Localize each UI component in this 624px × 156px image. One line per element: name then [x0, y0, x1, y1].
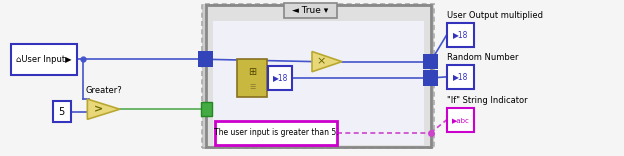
- Bar: [423, 70, 438, 86]
- Text: "If" String Indicator: "If" String Indicator: [447, 95, 527, 105]
- Bar: [206, 5, 431, 147]
- Polygon shape: [87, 99, 120, 119]
- Bar: [447, 23, 474, 47]
- Bar: [284, 3, 337, 18]
- Bar: [198, 51, 213, 67]
- Text: ▶18: ▶18: [453, 30, 468, 39]
- Bar: [202, 4, 434, 148]
- Text: >: >: [94, 104, 104, 114]
- Text: ☰: ☰: [249, 84, 255, 90]
- Text: ×: ×: [316, 57, 326, 67]
- Bar: [53, 101, 71, 122]
- Bar: [201, 102, 212, 116]
- Text: ▶abc: ▶abc: [452, 117, 469, 123]
- Text: ▶18: ▶18: [273, 73, 288, 83]
- Text: ⊞: ⊞: [248, 67, 256, 77]
- Text: Random Number: Random Number: [447, 53, 519, 62]
- Text: User Output multiplied: User Output multiplied: [447, 10, 543, 20]
- Bar: [237, 59, 267, 97]
- Bar: [11, 44, 77, 75]
- Bar: [423, 54, 438, 69]
- Bar: [268, 66, 292, 90]
- Bar: [447, 108, 474, 132]
- Bar: [213, 21, 424, 145]
- Polygon shape: [312, 51, 342, 72]
- Bar: [447, 65, 474, 89]
- Text: ◄ True ▾: ◄ True ▾: [292, 6, 329, 15]
- Text: The user input is greater than 5.: The user input is greater than 5.: [214, 129, 338, 137]
- Text: Greater?: Greater?: [85, 86, 122, 95]
- Text: ⌂User Input▶: ⌂User Input▶: [16, 55, 72, 64]
- Text: 5: 5: [59, 107, 65, 117]
- Text: ▶18: ▶18: [453, 72, 468, 81]
- Bar: [215, 121, 337, 145]
